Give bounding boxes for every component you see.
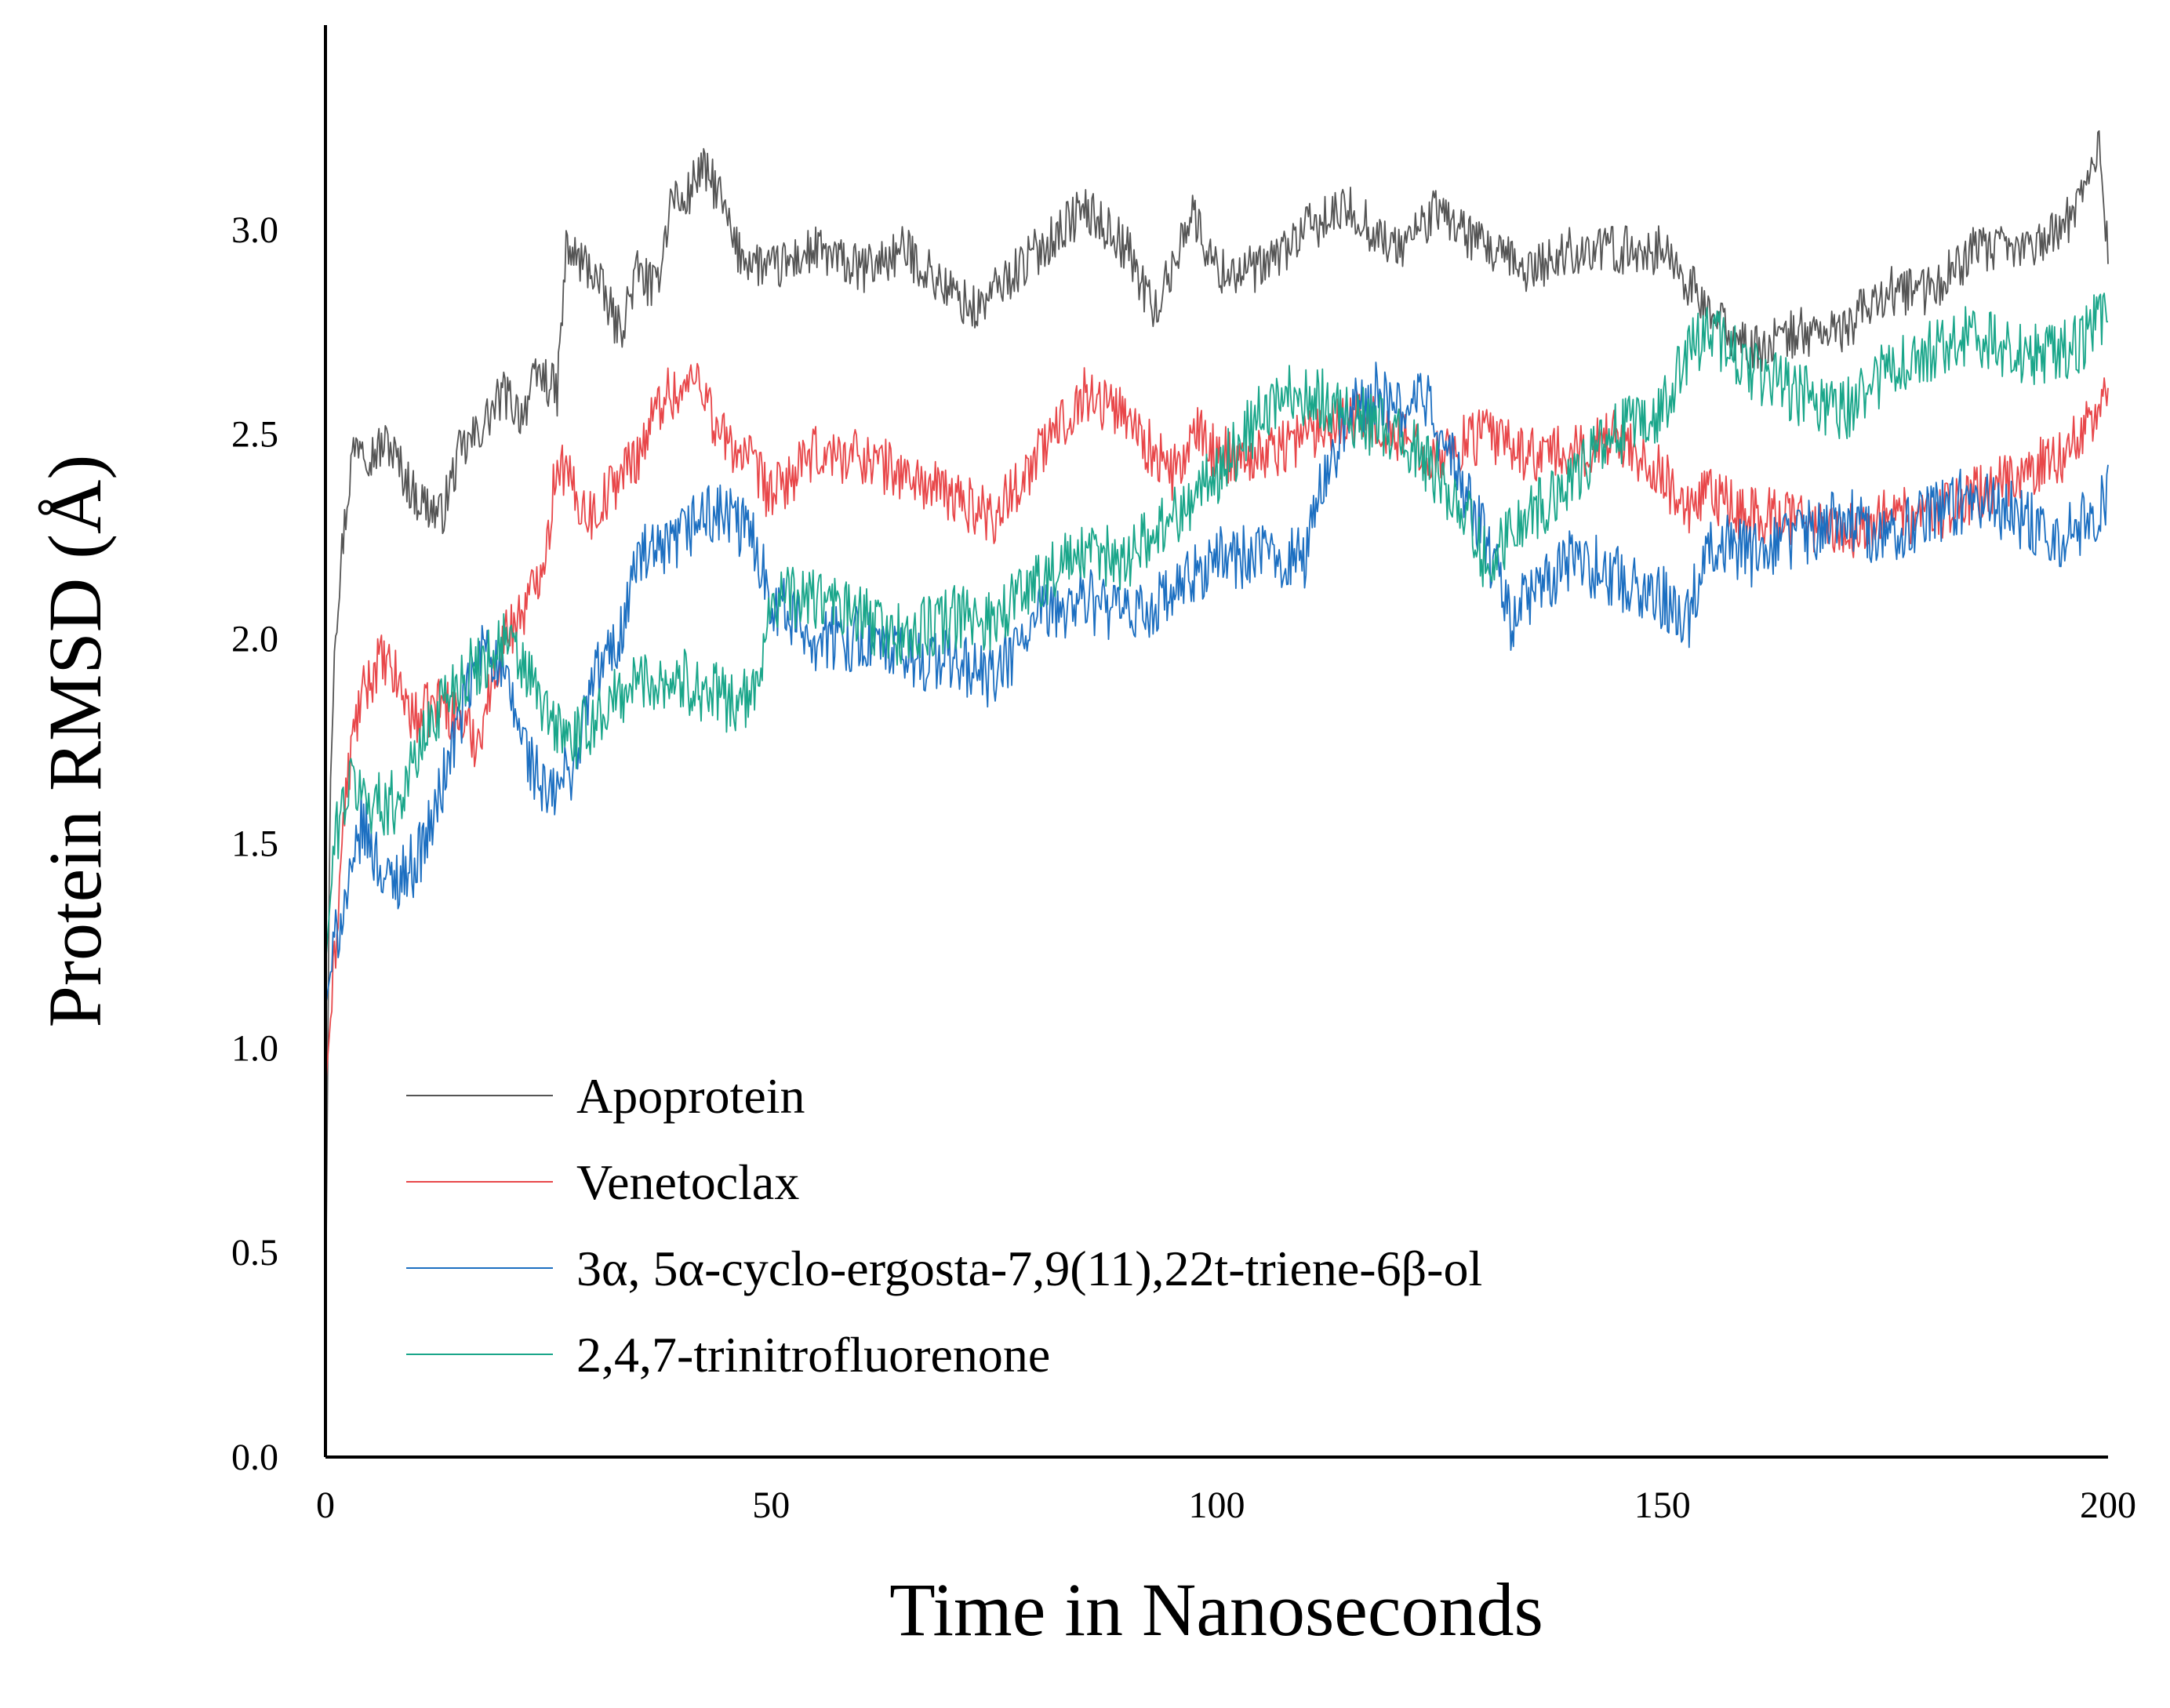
legend-label: Venetoclax [576,1154,799,1210]
y-tick-label: 2.0 [231,619,278,660]
legend: Apoprotein Venetoclax 3α, 5α-cyclo-ergosta… [406,1068,1482,1383]
y-tick-label: 2.5 [231,414,278,456]
y-tick-labels: 0.0 0.5 1.0 1.5 2.0 2.5 3.0 [231,209,278,1478]
y-tick-label: 1.0 [231,1027,278,1069]
x-axis-title: Time in Nanoseconds [889,1568,1543,1652]
legend-label: 3α, 5α-cyclo-ergosta-7,9(11),22t-triene-… [576,1241,1482,1296]
y-tick-label: 3.0 [231,209,278,251]
x-tick-label: 50 [752,1485,790,1526]
y-tick-label: 0.0 [231,1437,278,1478]
y-tick-label: 1.5 [231,823,278,864]
series-line [325,362,2109,1008]
series-line [325,130,2109,1335]
y-axis-title: Protein RMSD (Å) [33,455,117,1028]
x-tick-label: 150 [1634,1485,1691,1526]
y-tick-label: 0.5 [231,1232,278,1274]
series-line [325,293,2109,966]
series-layer [325,130,2109,1335]
legend-label: Apoprotein [576,1068,805,1124]
x-tick-label: 0 [316,1485,335,1526]
x-tick-labels: 0 50 100 150 200 [316,1485,2136,1526]
x-tick-label: 200 [2080,1485,2136,1526]
x-tick-label: 100 [1189,1485,1245,1526]
legend-label: 2,4,7-trinitrofluorenone [576,1327,1050,1383]
